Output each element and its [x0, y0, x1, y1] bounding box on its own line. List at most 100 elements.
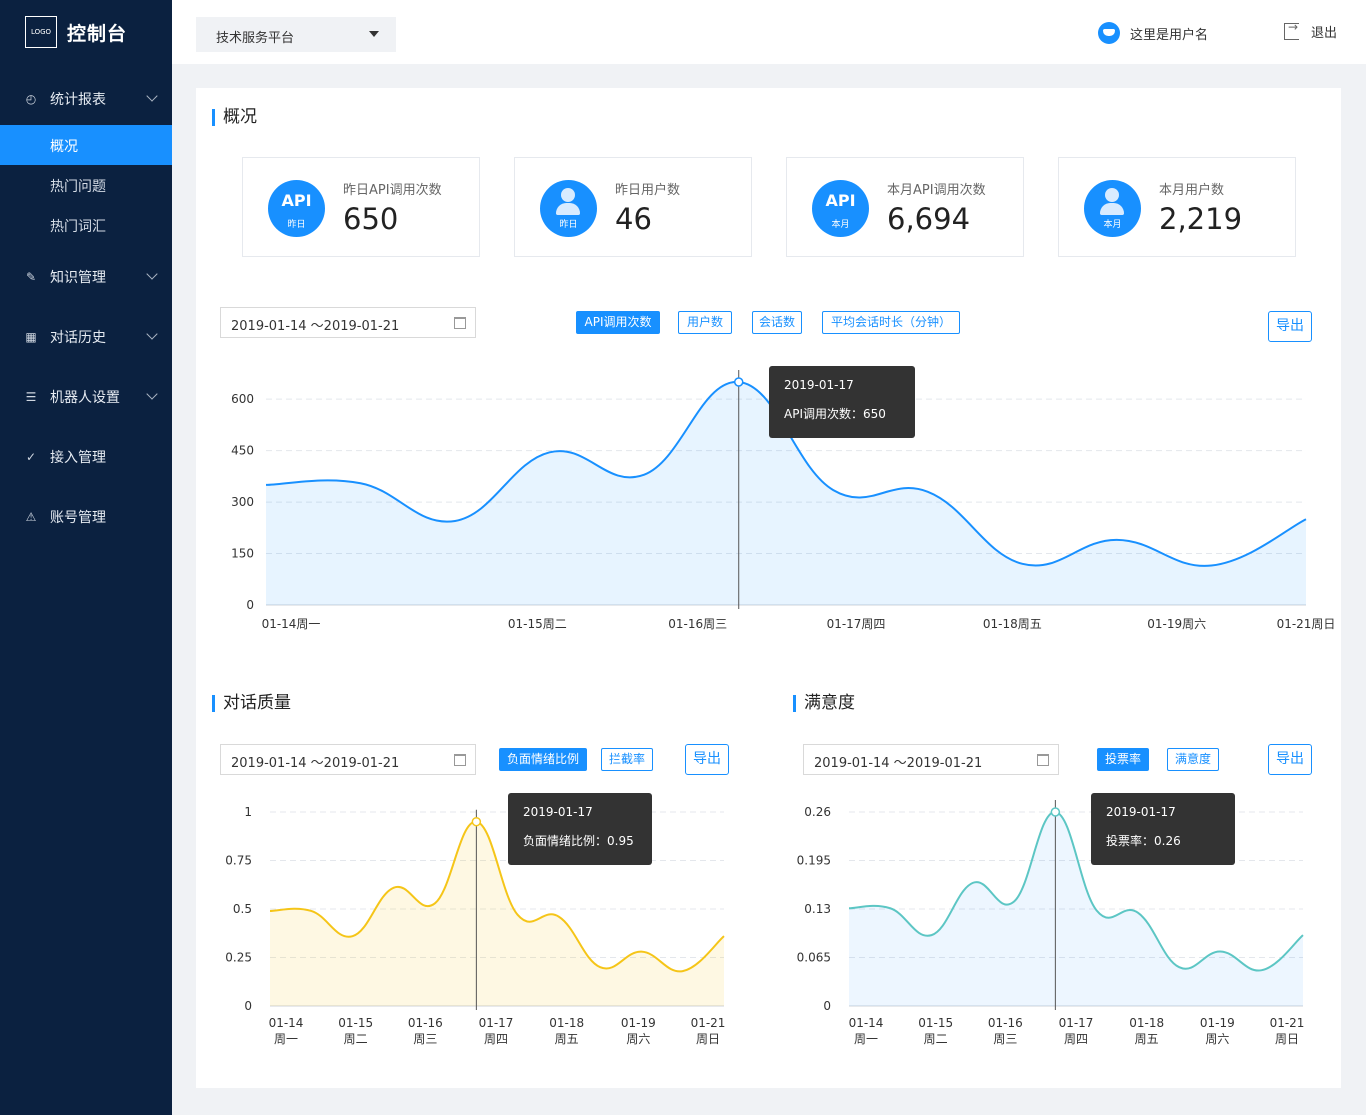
sidebar-item-history[interactable]: ▦ 对话历史: [0, 317, 172, 357]
sidebar-item-reports[interactable]: ◴ 统计报表: [0, 79, 172, 119]
stat-card: API 本月 本月API调用次数 6,694: [786, 157, 1024, 257]
chart-tooltip: 2019-01-17 API调用次数：650: [769, 366, 915, 438]
series-area: [266, 381, 1306, 605]
stat-card: 昨日 昨日用户数 46: [514, 157, 752, 257]
y-tick-label: 300: [231, 495, 254, 509]
platform-select[interactable]: 技术服务平台: [196, 17, 396, 52]
section-title-quality: 对话质量: [212, 695, 291, 712]
sidebar-subitem-hot-words[interactable]: 热门词汇: [0, 205, 172, 245]
satisfaction-line-chart: 0 0.065 0.13 0.195 0.26 01-14 周一 01-15 周二 01-16 周三…: [797, 800, 1305, 1046]
tab-intercept-rate[interactable]: 拦截率: [601, 748, 653, 771]
tab-satisfaction[interactable]: 满意度: [1167, 748, 1219, 771]
tab-sessions[interactable]: 会话数: [752, 311, 802, 334]
stat-label: 昨日用户数: [615, 183, 681, 198]
x-tick-label: 01-21周日: [1277, 617, 1336, 631]
chevron-down-icon: [146, 328, 158, 340]
y-tick-label: 0.26: [804, 805, 831, 819]
tab-vote-rate[interactable]: 投票率: [1097, 748, 1149, 771]
x-tick-label: 01-17: [479, 1016, 514, 1030]
x-tick-label: 周三: [993, 1032, 1017, 1046]
user-icon: [561, 188, 575, 202]
x-tick-label: 01-15: [338, 1016, 373, 1030]
sidebar-subitem-label: 概况: [50, 139, 78, 155]
section-title-overview: 概况: [212, 109, 257, 126]
date-range-value: 2019-01-14 ～2019-01-21: [231, 756, 400, 771]
stat-value: 6,694: [887, 202, 971, 236]
stat-card: 本月 本月用户数 2,219: [1058, 157, 1296, 257]
x-tick-label: 周五: [1135, 1032, 1159, 1046]
tooltip-date: 2019-01-17: [523, 805, 593, 819]
stat-value: 650: [343, 202, 399, 236]
y-tick-label: 0: [246, 598, 254, 612]
export-button[interactable]: 导出: [685, 744, 729, 775]
x-tick-label: 01-21: [691, 1016, 726, 1030]
badge-sub: 本月: [1103, 220, 1122, 230]
tab-users[interactable]: 用户数: [678, 311, 732, 334]
y-tick-label: 0.065: [797, 951, 831, 965]
tab-api-calls[interactable]: API调用次数: [576, 311, 660, 334]
y-tick-label: 0.25: [225, 951, 252, 965]
logout-button[interactable]: 退出: [1284, 20, 1338, 41]
x-tick-label: 01-18: [1129, 1016, 1164, 1030]
stat-card: API 昨日 昨日API调用次数 650: [242, 157, 480, 257]
date-range-value: 2019-01-14 ～2019-01-21: [231, 319, 400, 334]
dashboard-icon: ◴: [25, 92, 37, 106]
date-range-picker[interactable]: 2019-01-14 ～2019-01-21: [220, 744, 476, 775]
tooltip-text: 投票率：0.26: [1106, 834, 1181, 848]
sidebar-item-label: 接入管理: [50, 450, 106, 466]
stat-label: 昨日API调用次数: [343, 183, 442, 198]
x-tick-label: 01-14: [269, 1016, 304, 1030]
sidebar-item-label: 统计报表: [50, 92, 106, 108]
x-tick-label: 周日: [696, 1032, 720, 1046]
main-panel: 概况 API 昨日 昨日API调用次数 650 昨日 昨日用户数 46 API …: [196, 88, 1341, 1088]
x-tick-label: 周四: [484, 1032, 508, 1046]
sidebar-subitem-hot-questions[interactable]: 热门问题: [0, 165, 172, 205]
warning-icon: ⚠: [25, 510, 37, 524]
api-badge-icon: API 本月: [812, 180, 869, 237]
x-tick-label: 01-16: [408, 1016, 443, 1030]
sidebar-item-label: 知识管理: [50, 270, 106, 286]
list-icon: ☰: [25, 390, 37, 404]
y-tick-label: 0: [823, 999, 831, 1013]
x-tick-label: 01-19: [1200, 1016, 1235, 1030]
badge-sub: 本月: [831, 220, 850, 230]
x-tick-label: 01-21: [1270, 1016, 1305, 1030]
badge-text: API: [825, 191, 856, 210]
x-tick-label: 01-18周五: [983, 617, 1042, 631]
app-logo[interactable]: LOGO 控制台: [25, 16, 127, 48]
sidebar: LOGO 控制台 ◴ 统计报表 概况 热门问题 热门词汇 ✎ 知识管理 ▦ 对话…: [0, 0, 172, 1115]
badge-text: API: [281, 191, 312, 210]
sidebar-subitem-overview[interactable]: 概况: [0, 125, 172, 165]
quality-line-chart: 0 0.25 0.5 0.75 1 01-14 周一 01-15 周二 01-16 周三 01-17 周…: [225, 805, 726, 1046]
x-tick-label: 周五: [555, 1032, 579, 1046]
series-area: [270, 821, 724, 1006]
x-tick-label: 01-19: [621, 1016, 656, 1030]
user-menu[interactable]: 这里是用户名: [1098, 22, 1208, 44]
date-range-picker[interactable]: 2019-01-14 ～2019-01-21: [803, 744, 1059, 775]
sidebar-item-knowledge[interactable]: ✎ 知识管理: [0, 257, 172, 297]
logout-label: 退出: [1311, 26, 1338, 41]
calendar-icon: [454, 317, 466, 329]
tab-avg-session-time[interactable]: 平均会话时长（分钟）: [822, 311, 960, 334]
y-tick-label: 0.13: [804, 902, 831, 916]
tab-negative-ratio[interactable]: 负面情绪比例: [499, 748, 587, 771]
x-tick-label: 01-14: [849, 1016, 884, 1030]
badge-sub: 昨日: [559, 220, 578, 230]
y-tick-label: 0: [244, 999, 252, 1013]
sidebar-item-robot-settings[interactable]: ☰ 机器人设置: [0, 377, 172, 417]
tooltip-text: API调用次数：650: [784, 407, 886, 421]
date-range-picker[interactable]: 2019-01-14 ～2019-01-21: [220, 307, 476, 338]
sidebar-item-accounts[interactable]: ⚠ 账号管理: [0, 497, 172, 537]
calendar-icon: [1037, 754, 1049, 766]
export-button[interactable]: 导出: [1268, 744, 1312, 775]
x-tick-label: 周三: [413, 1032, 437, 1046]
x-tick-label: 周六: [626, 1032, 650, 1046]
sidebar-item-access[interactable]: ✓ 接入管理: [0, 437, 172, 477]
y-tick-label: 0.5: [233, 902, 252, 916]
y-tick-label: 0.195: [797, 854, 831, 868]
chevron-down-icon: [146, 90, 158, 102]
series-line: [269, 820, 725, 973]
export-button[interactable]: 导出: [1268, 311, 1312, 342]
x-tick-label: 01-16: [988, 1016, 1023, 1030]
x-tick-label: 01-19周六: [1147, 617, 1206, 631]
